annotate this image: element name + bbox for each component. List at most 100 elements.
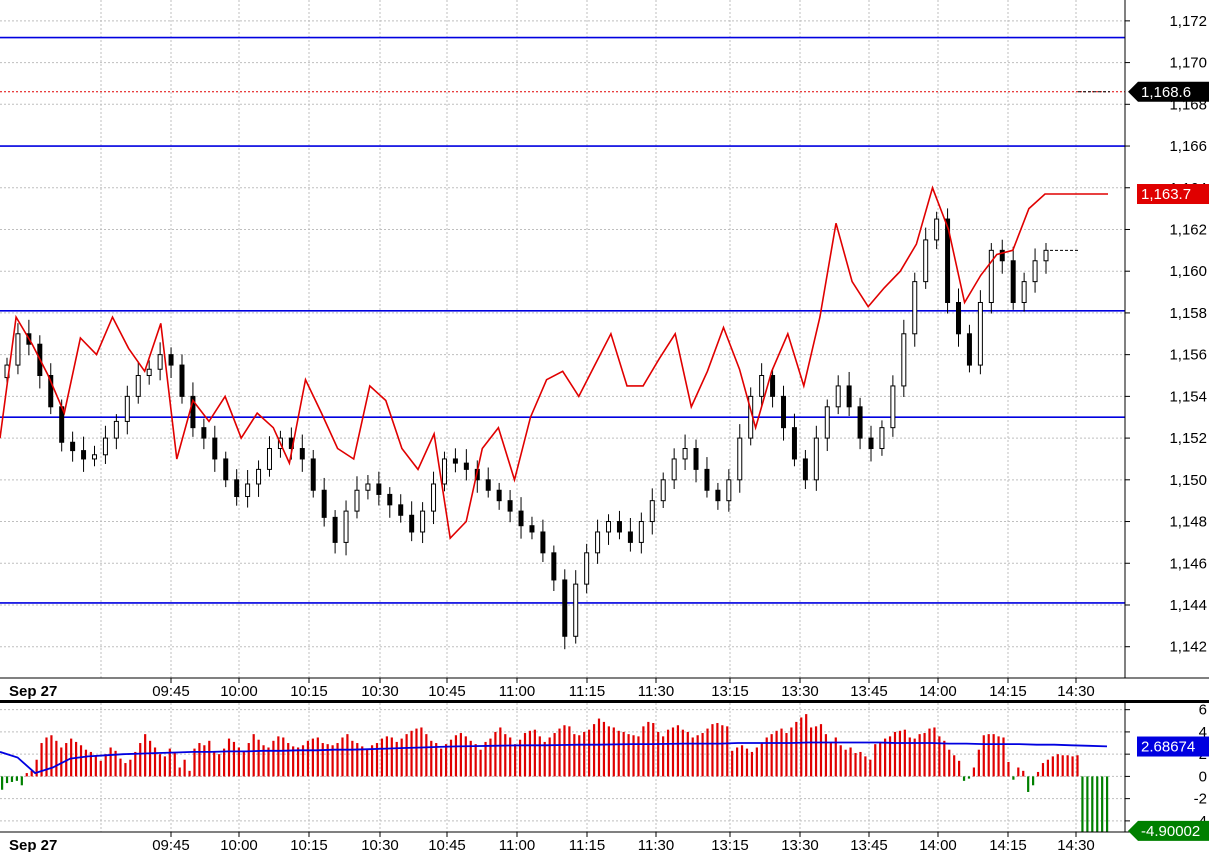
histogram-bar [94,756,97,777]
candlestick [956,288,962,347]
histogram-bar [213,751,216,777]
candle-body [562,579,568,637]
histogram-bar [864,756,867,777]
histogram-bar [1056,754,1059,777]
histogram-bar [499,727,502,777]
histogram-bar [691,737,694,777]
candle-body [890,385,896,429]
histogram-bar [459,733,462,777]
histogram-bar [25,773,28,777]
histogram-bar [681,729,684,777]
histogram-bar [573,734,576,777]
main-x-tick-label: 13:15 [711,683,749,700]
histogram-bar [449,739,453,777]
histogram-bar [1106,776,1109,832]
lower-y-tick-label: -2 [1194,791,1207,808]
histogram-bar [489,738,492,777]
candlestick [179,354,185,404]
candle-body [354,489,360,512]
candlestick [135,361,141,404]
histogram-bar [1022,770,1025,777]
histogram-bar [662,736,665,777]
histogram-bar [1051,756,1054,777]
candlestick [343,500,349,556]
histogram-bar [701,733,704,777]
candlestick [234,469,240,506]
candlestick [890,375,896,437]
candlestick [15,323,21,375]
candlestick [81,436,87,472]
histogram-bar [928,728,931,777]
candlestick [452,448,458,473]
candlestick [759,363,765,406]
histogram-bar [232,741,236,777]
main-y-tick-label: 1,170 [1169,55,1207,72]
candlestick [802,449,808,489]
candlestick [988,243,994,314]
histogram-bar [795,721,798,777]
candle-body [671,458,677,481]
candlestick [573,570,579,644]
candlestick [168,347,174,379]
histogram-bar [844,749,847,777]
main-x-ticks: 09:45 10:00 10:15 10:30 10:45 11:00 11:15 11:30… [152,678,1095,700]
candlestick [704,457,710,498]
histogram-bar [958,760,961,777]
candlestick [376,471,382,506]
histogram-bar [1,776,4,790]
histogram-bar [548,737,551,777]
candlestick [770,368,776,408]
histogram-bar [139,743,142,777]
histogram-bar [292,746,295,777]
candlestick [212,425,218,472]
histogram-bar [208,740,211,777]
candle-body [573,583,579,637]
candle-body [945,218,951,303]
lower-x-tick-label: 10:30 [361,837,399,852]
candle-body [113,420,119,439]
candle-body [15,333,21,366]
red-line-marker-label: 1,163.7 [1141,186,1191,203]
candle-body [124,395,130,422]
candlestick [146,360,152,385]
histogram-bar [805,714,808,777]
histogram-bar [533,729,536,777]
histogram-bar [370,745,374,777]
candle-body [168,354,174,366]
histogram-bar [134,751,137,777]
candle-body [638,521,644,543]
main-y-tick-label: 1,154 [1169,388,1207,405]
histogram-bar [706,728,709,777]
candle-body [70,441,76,452]
histogram-bar [148,740,152,777]
histogram-bar [385,736,388,777]
price-marker-label: 1,168.6 [1141,84,1191,101]
histogram-bar [84,749,88,777]
average-line [0,741,1108,775]
candle-body [616,521,622,533]
histogram-bar [716,723,719,777]
candle-body [332,516,338,543]
histogram-bar [731,750,734,777]
candle-body [1021,281,1027,303]
avg-value-badge: 2.68674 [1137,736,1209,757]
candlestick [879,420,885,456]
candle-body [606,521,612,533]
histogram-bar [430,740,433,777]
last-value-badge: -4.90002 [1128,820,1209,841]
main-y-tick-label: 1,152 [1169,430,1207,447]
candle-body [91,454,97,460]
histogram-bar [119,758,122,777]
candlestick [496,482,502,510]
main-y-tick-label: 1,156 [1169,347,1207,364]
candle-body [682,448,688,460]
main-x-tick-label: 10:45 [428,683,466,700]
candle-body [934,218,940,241]
histogram-bar [109,747,112,777]
candlestick [102,425,108,464]
histogram-bar [770,734,773,777]
candle-body [770,375,776,397]
histogram-bar [760,743,763,777]
panel-separator [0,700,1209,703]
candle-body [879,427,885,450]
